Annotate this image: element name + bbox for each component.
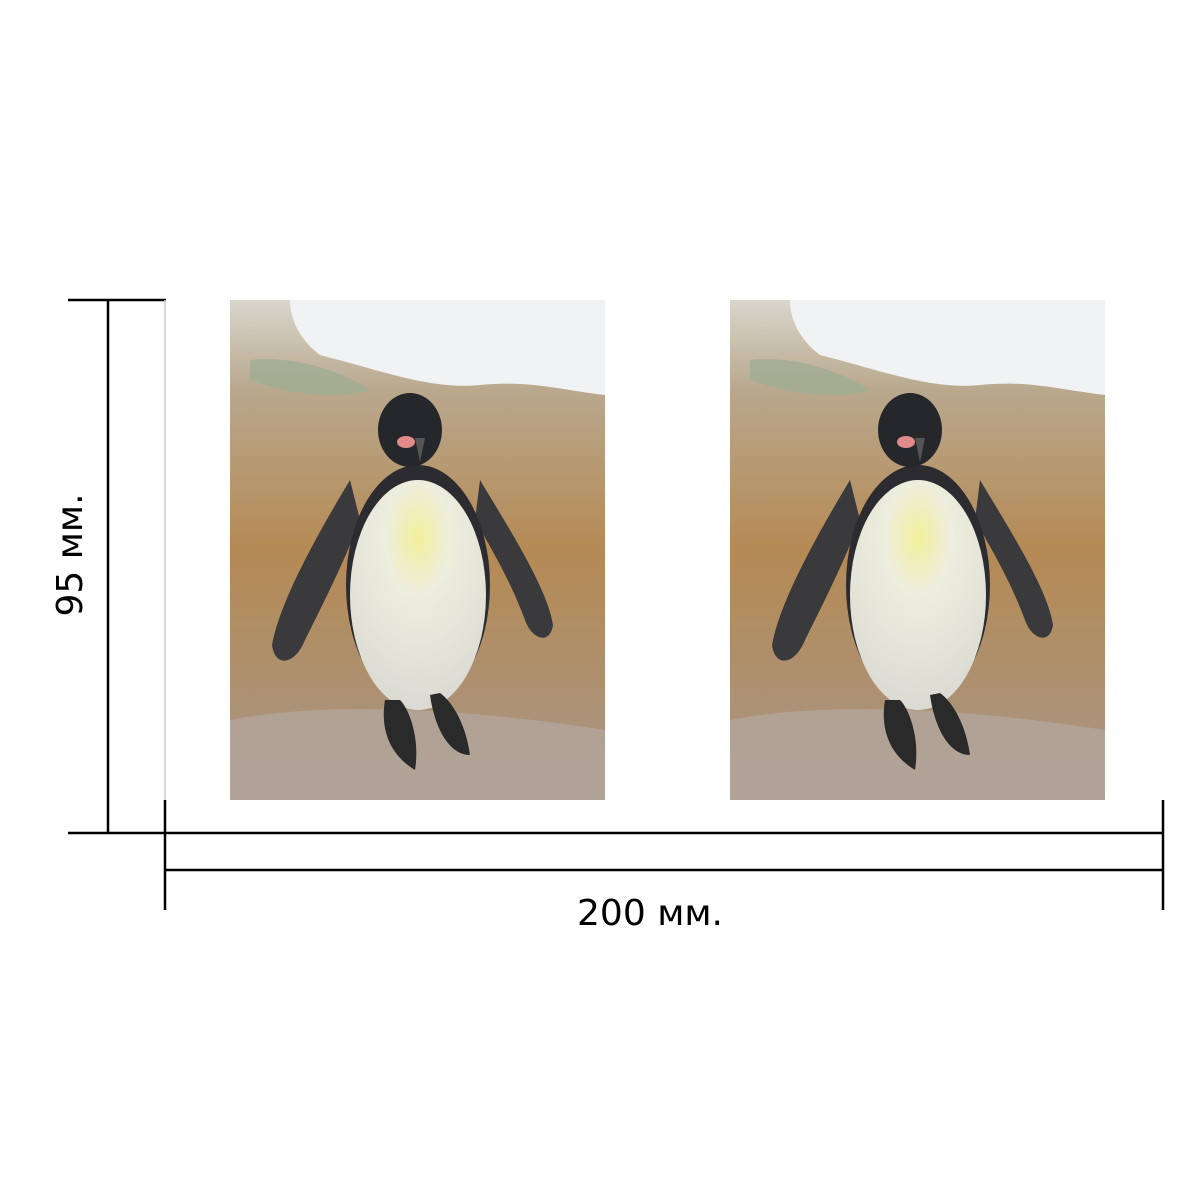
- photo-right: [730, 300, 1105, 800]
- height-label: 95 мм.: [50, 493, 91, 616]
- width-label: 200 мм.: [577, 893, 723, 934]
- photo-left: [230, 300, 605, 800]
